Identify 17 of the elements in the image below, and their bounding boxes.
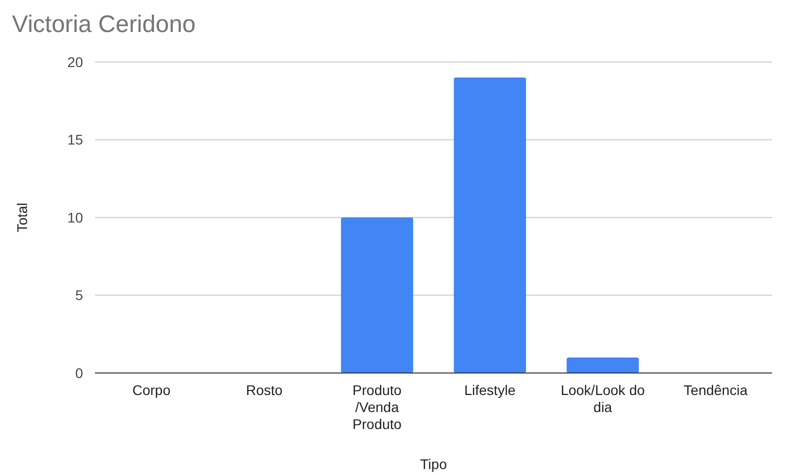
y-tick-label: 0	[75, 364, 84, 381]
chart-title: Victoria Ceridono	[12, 11, 196, 38]
x-tick-label: Rosto	[246, 382, 283, 398]
y-tick-label: 10	[67, 209, 84, 226]
x-tick-label: Look/Look do dia	[560, 382, 645, 415]
x-tick-label: Tendência	[684, 382, 748, 398]
bar	[566, 357, 639, 373]
y-tick-label: 15	[67, 132, 84, 148]
x-tick-label: Lifestyle	[464, 382, 516, 398]
y-axis-title: Total	[14, 202, 30, 232]
bar	[454, 78, 526, 373]
y-tick-label: 5	[75, 287, 84, 304]
x-axis-title: Tipo	[420, 456, 448, 472]
bar	[340, 218, 414, 373]
y-tick-label: 20	[67, 54, 84, 70]
x-tick-label: Produto /Venda Produto	[352, 382, 402, 432]
x-tick-label: Corpo	[132, 382, 171, 398]
